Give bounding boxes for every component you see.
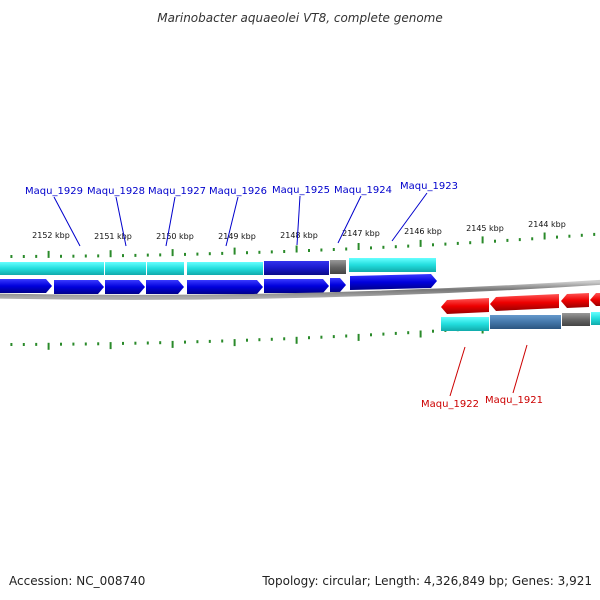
tick-label-2147: 2147 kbp (342, 229, 380, 238)
tick-label-2151: 2151 kbp (94, 232, 132, 241)
tick-label-2145: 2145 kbp (466, 224, 504, 233)
upper-gene-labels: Maqu_1929 Maqu_1928 Maqu_1927 Maqu_1926 … (25, 181, 458, 247)
gene-arrow-maqu-1928[interactable] (54, 280, 104, 294)
leader-line (53, 196, 81, 247)
gene-label-maqu-1924[interactable]: Maqu_1924 (334, 185, 392, 196)
cds-segment (0, 262, 104, 275)
gene-arrow-red[interactable] (590, 293, 600, 306)
gene-label-maqu-1921[interactable]: Maqu_1921 (485, 395, 543, 406)
leader-line (225, 196, 239, 247)
gene-arrow-maqu-1923[interactable] (350, 274, 437, 290)
tick-label-2150: 2150 kbp (156, 232, 194, 241)
cds-segment (441, 317, 489, 331)
gene-label-maqu-1923[interactable]: Maqu_1923 (400, 181, 458, 192)
gene-label-maqu-1928[interactable]: Maqu_1928 (87, 186, 145, 197)
forward-genes (0, 274, 437, 294)
gene-label-maqu-1925[interactable]: Maqu_1925 (272, 185, 330, 196)
tick-label-2152: 2152 kbp (32, 231, 70, 240)
cds-segment (264, 261, 329, 275)
leader-line (337, 195, 362, 244)
gene-label-maqu-1922[interactable]: Maqu_1922 (421, 399, 479, 410)
leader-line (512, 344, 528, 394)
cds-segment (490, 315, 561, 329)
tick-label-2148: 2148 kbp (280, 231, 318, 240)
gene-arrow-maqu-1925[interactable] (187, 280, 263, 294)
genome-summary-text: Topology: circular; Length: 4,326,849 bp… (261, 574, 592, 588)
gene-arrow-maqu-1922[interactable] (441, 298, 489, 314)
gene-arrow-maqu-1927[interactable] (105, 280, 145, 294)
lower-gene-labels: Maqu_1922 Maqu_1921 (421, 344, 543, 410)
gene-arrow-maqu-1924[interactable] (264, 279, 329, 293)
cds-segment (562, 313, 590, 326)
cds-segment (187, 262, 263, 275)
gene-arrow-red[interactable] (561, 293, 589, 308)
gene-arrow-maqu-1926[interactable] (146, 280, 184, 294)
tick-labels: 2152 kbp 2151 kbp 2150 kbp 2149 kbp 2148… (32, 220, 566, 241)
tick-label-2146: 2146 kbp (404, 227, 442, 236)
leader-line (449, 346, 466, 397)
gene-arrow-maqu-1921[interactable] (490, 294, 559, 311)
leader-line (165, 196, 176, 247)
gene-label-maqu-1929[interactable]: Maqu_1929 (25, 186, 83, 197)
accession-text: Accession: NC_008740 (9, 574, 145, 588)
cds-segment (349, 258, 436, 272)
cds-segment (591, 312, 600, 325)
leader-line (115, 196, 127, 247)
reverse-genes (441, 293, 600, 314)
tick-label-2149: 2149 kbp (218, 232, 256, 241)
gene-arrow-small[interactable] (330, 278, 346, 292)
gene-arrow-maqu-1929[interactable] (0, 279, 52, 293)
cds-segment (105, 262, 146, 275)
genome-title: Marinobacter aquaeolei VT8, complete gen… (157, 11, 443, 25)
upper-cds-band (0, 258, 436, 275)
tick-label-2144: 2144 kbp (528, 220, 566, 229)
leader-line (391, 192, 428, 242)
cds-segment (147, 262, 184, 275)
gene-label-maqu-1926[interactable]: Maqu_1926 (209, 186, 267, 197)
cds-segment (330, 260, 346, 274)
leader-line (296, 195, 301, 246)
upper-tick-ruler (10, 232, 596, 258)
gene-label-maqu-1927[interactable]: Maqu_1927 (148, 186, 206, 197)
genome-backbone (0, 279, 600, 300)
lower-cds-band (441, 312, 600, 331)
